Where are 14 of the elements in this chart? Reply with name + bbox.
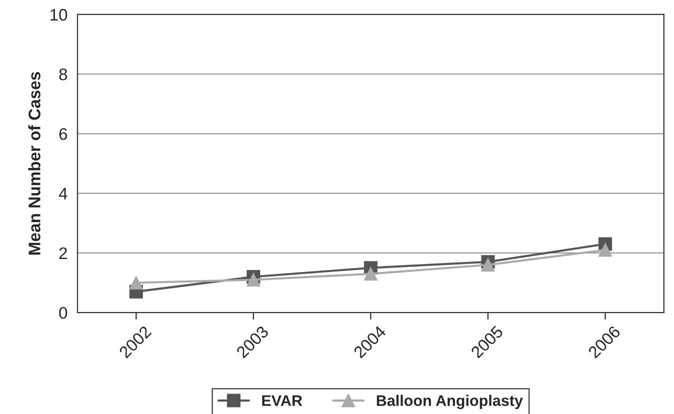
y-tick-label: 4 (58, 188, 68, 200)
y-tick-label: 0 (59, 306, 68, 319)
legend-label: EVAR (262, 395, 302, 406)
legend-label: Balloon Angioplasty (376, 394, 523, 410)
y-tick-label: 6 (59, 128, 68, 140)
point (129, 276, 143, 290)
point (246, 273, 260, 287)
y-tick-label: 2 (59, 247, 67, 259)
point (364, 267, 378, 281)
y-tick-label: 8 (59, 68, 68, 80)
point (481, 258, 495, 272)
point (598, 243, 612, 257)
y-axis-title: Mean Number of Cases (28, 72, 40, 255)
y-tick-label: 10 (50, 8, 68, 21)
